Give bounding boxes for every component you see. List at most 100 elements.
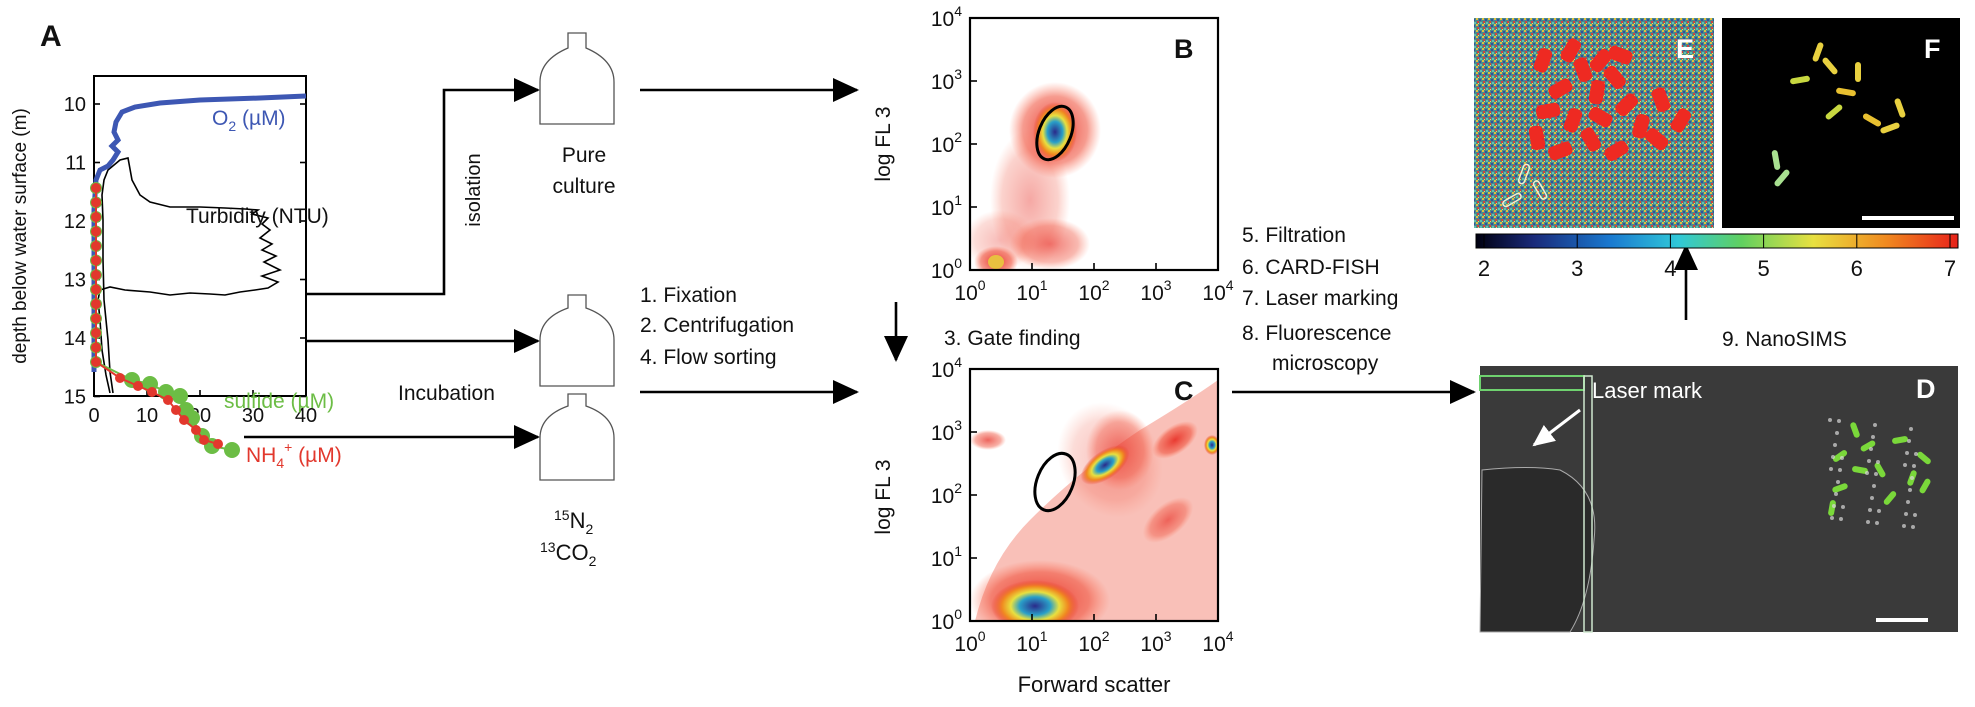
cytometry-y-tick-label: 101: [931, 192, 962, 220]
cell-dot: [1905, 451, 1909, 455]
nanosims-cell: [1855, 62, 1861, 82]
nh4-marker: [115, 373, 125, 383]
cytometry-c-y-label: log FL 3: [872, 459, 895, 534]
nanosims-cell: [1589, 48, 1612, 73]
nanosims-cell: [1822, 57, 1838, 75]
nanosims-image-e: E: [1474, 18, 1714, 228]
cell-dot: [1836, 480, 1840, 484]
nanosims-cell: [1774, 169, 1790, 187]
profile-y-tick-label: 15: [64, 387, 86, 409]
nanosims-cell: [1790, 75, 1810, 85]
nh4-marker: [91, 212, 101, 222]
cell-dot: [1828, 418, 1832, 422]
pure-culture-label-1: Pure: [562, 144, 606, 167]
nanosims-cell: [1604, 140, 1629, 162]
colorbar-tick-label: 2: [1478, 256, 1490, 281]
labeled-cells: [1828, 418, 1931, 529]
cell-dot: [1907, 439, 1911, 443]
panel-f-letter: F: [1924, 34, 1941, 64]
nanosims-cell: [1533, 48, 1553, 73]
nh4-marker: [191, 425, 201, 435]
cell-marker: [1852, 466, 1868, 474]
nh4-marker: [91, 270, 101, 280]
nanosims-cell: [1573, 57, 1593, 82]
isolation-label: isolation: [463, 153, 485, 226]
cell-dot: [1829, 467, 1833, 471]
co2-label: 13CO2: [540, 539, 597, 569]
step-laser-marking: 7. Laser marking: [1242, 287, 1398, 310]
nanosims-cell: [1651, 87, 1671, 112]
cell-dot: [1872, 484, 1876, 488]
bottle-incubation-2: [539, 393, 615, 481]
sulfide-label: sulfide (µM): [224, 390, 334, 413]
nanosims-cells-f: [1771, 42, 1906, 187]
cytometry-y-tick-label: 104: [931, 354, 962, 382]
sulfide-marker: [224, 442, 240, 458]
step-fixation: 1. Fixation: [640, 284, 737, 307]
cytometry-plot-c: 100 101 102 103 104 100 101 102 103 104 log FL 3…: [872, 354, 1234, 697]
cell-dot: [1874, 472, 1878, 476]
profile-y-tick-label: 14: [64, 328, 86, 350]
o2-line: [91, 93, 307, 372]
nanosims-cell: [1560, 38, 1582, 63]
cytometry-b-y-label: log FL 3: [872, 106, 895, 181]
cell-dot: [1909, 427, 1913, 431]
cytometry-x-tick-label: 102: [1078, 628, 1109, 656]
cell-marker: [1874, 462, 1886, 478]
colorbar: 2 3 4 5 6 7: [1475, 233, 1959, 281]
cell-dot: [1913, 513, 1917, 517]
cell-dot: [1831, 455, 1835, 459]
step-centrifugation: 2. Centrifugation: [640, 314, 794, 337]
nanosims-cell: [1608, 45, 1633, 65]
nh4-label: NH4+ (µM): [246, 439, 342, 471]
profile-x-tick-label: 0: [88, 405, 99, 427]
step-card-fish: 6. CARD-FISH: [1242, 256, 1380, 279]
nh4-marker: [91, 197, 101, 208]
nanosims-cell: [1632, 113, 1650, 139]
nh4-marker: [91, 183, 101, 193]
cell-marker: [1917, 451, 1931, 465]
nanosims-cell: [1535, 102, 1561, 120]
nanosims-cell: [1670, 108, 1692, 133]
cell-dot: [1911, 525, 1915, 529]
nanosims-cell: [1825, 104, 1843, 120]
cytometry-y-tick-label: 103: [931, 66, 962, 94]
cell-dot: [1866, 520, 1870, 524]
nh4-marker: [133, 381, 143, 391]
cytometry-x-tick-label: 101: [1016, 277, 1047, 305]
cell-dot: [1841, 505, 1845, 509]
cell-dot: [1830, 516, 1834, 520]
cytometry-plot-b: 100 101 102 103 104 100 101 102 103 104 log FL 3…: [872, 3, 1234, 305]
colorbar-tick-label: 3: [1571, 256, 1583, 281]
cell-dot: [1877, 509, 1881, 513]
cell-dot: [1832, 504, 1836, 508]
cell-dot: [1906, 500, 1910, 504]
cell-dot: [1835, 431, 1839, 435]
nanosims-cell: [1548, 141, 1573, 161]
cytometry-x-tick-label: 104: [1202, 277, 1233, 305]
cytometry-y-tick-label: 102: [931, 480, 962, 508]
nanosims-cell: [1580, 127, 1602, 152]
cytometry-x-tick-label: 100: [954, 628, 985, 656]
cytometry-y-tick-label: 102: [931, 129, 962, 157]
cell-outline: [1502, 192, 1522, 208]
cytometry-x-tick-label: 104: [1202, 628, 1233, 656]
profile-y-axis-label: depth below water surface (m): [10, 108, 31, 364]
profile-y-tick-label: 12: [64, 211, 86, 233]
cell-dot: [1840, 456, 1844, 460]
profile-y-tick-label: 13: [64, 270, 86, 292]
o2-label: O2 (µM): [212, 107, 286, 134]
cell-dot: [1834, 492, 1838, 496]
nh4-marker: [91, 241, 101, 251]
cytometry-x-tick-label: 103: [1140, 277, 1171, 305]
cell-dot: [1868, 508, 1872, 512]
nh4-marker: [91, 357, 101, 367]
step-filtration: 5. Filtration: [1242, 224, 1346, 247]
cell-marker: [1850, 422, 1860, 438]
cell-marker: [1883, 491, 1897, 505]
panel-b-letter: B: [1174, 34, 1194, 64]
profile-y-tick-label: 10: [64, 94, 86, 116]
profile-x-tick-label: 30: [242, 405, 264, 427]
step-nanosims: 9. NanoSIMS: [1722, 328, 1847, 351]
